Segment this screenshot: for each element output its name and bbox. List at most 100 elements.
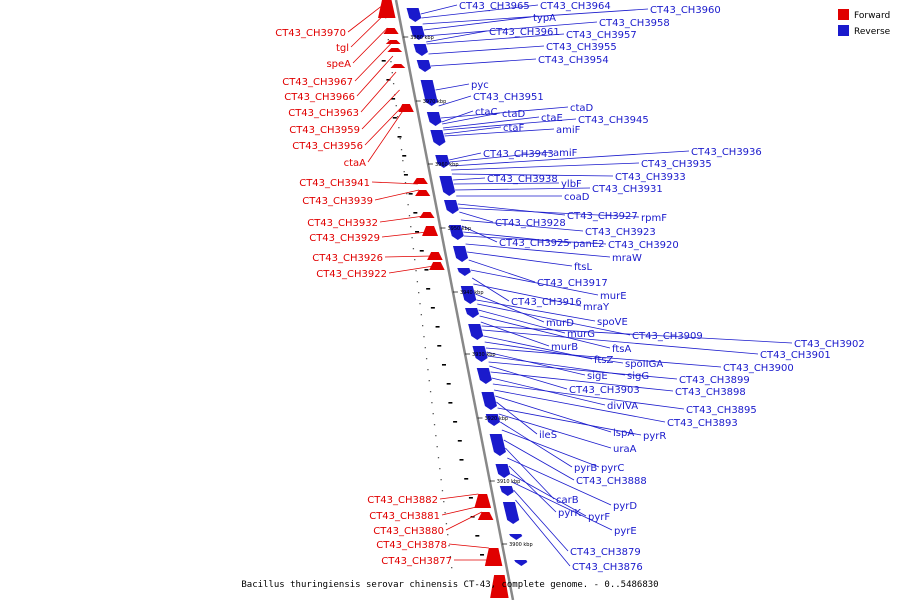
small-gene-mark: [457, 440, 462, 442]
reverse-gene-label: ctaC: [475, 107, 498, 118]
small-gene-mark: [392, 117, 397, 119]
forward-gene-label: CT43_CH3880: [373, 526, 444, 537]
reverse-gene-label: spoIIGA: [625, 359, 663, 370]
axis-tick-label: 3940 kbp: [460, 290, 484, 296]
leader-line: [439, 493, 479, 500]
small-gene-mark: [475, 535, 480, 537]
reverse-gene-label: mraY: [583, 302, 610, 313]
small-gene-mark: [448, 402, 453, 404]
leader-line: [444, 128, 555, 137]
forward-swatch: [838, 9, 849, 20]
leader-line: [360, 71, 397, 113]
axis-tick-label: 3900 kbp: [509, 542, 533, 548]
reverse-gene-block: [502, 502, 520, 524]
reverse-gene-label: pyc: [471, 80, 489, 91]
forward-gene-label: CT43_CH3963: [288, 108, 359, 119]
axis-tick-label: 3970 kbp: [423, 99, 447, 105]
forward-gene-label: CT43_CH3881: [369, 511, 440, 522]
reverse-gene-label: rpmF: [641, 213, 667, 224]
leader-line: [455, 187, 591, 191]
reverse-gene-label: divIVA: [607, 401, 638, 412]
forward-gene-block: [387, 48, 403, 52]
reverse-gene-label: CT43_CH3938: [487, 174, 558, 185]
leader-line: [453, 182, 560, 185]
leader-line: [503, 439, 575, 481]
small-gene-mark: [480, 554, 485, 556]
forward-gene-block: [474, 494, 492, 508]
reverse-gene-label: pyrF: [588, 512, 610, 523]
forward-gene-block: [419, 212, 435, 218]
leader-line: [448, 543, 489, 549]
leader-line: [430, 58, 537, 67]
leader-line: [426, 33, 565, 45]
leader-line: [465, 243, 611, 258]
genome-caption: Bacillus thuringiensis serovar chinensis…: [241, 580, 658, 590]
reverse-gene-label: ftsA: [612, 344, 631, 355]
reverse-gene-label: uraA: [613, 444, 637, 455]
leader-line: [470, 269, 599, 296]
leader-line: [361, 89, 400, 130]
reverse-gene-block: [514, 560, 528, 566]
leader-line: [485, 347, 722, 368]
reverse-gene-label: murG: [567, 329, 595, 340]
leader-line: [513, 489, 569, 552]
reverse-gene-label: lspA: [613, 428, 634, 439]
leader-line: [496, 401, 538, 435]
reverse-gene-label: CT43_CH3945: [578, 115, 649, 126]
leader-line: [463, 235, 607, 245]
leader-line: [475, 293, 545, 323]
axis-tick-label: 3960 kbp: [435, 162, 459, 168]
axis-tick-label: 3950 kbp: [447, 226, 471, 232]
leader-line: [449, 152, 482, 161]
leader-line: [507, 457, 612, 506]
forward-gene-label: CT43_CH3939: [302, 196, 373, 207]
forward-gene-label: CT43_CH3882: [367, 495, 438, 506]
reverse-gene-label: CT43_CH3903: [569, 385, 640, 396]
forward-gene-label: CT43_CH3966: [284, 92, 355, 103]
reverse-gene-block: [406, 8, 422, 22]
leader-line: [488, 361, 678, 380]
leader-line: [451, 162, 640, 171]
legend: Forward Reverse: [838, 9, 891, 37]
leader-line: [428, 45, 545, 55]
legend-forward-label: Forward: [854, 11, 890, 21]
reverse-gene-label: CT43_CH3927: [567, 211, 638, 222]
reverse-gene-label: ctaD: [502, 109, 526, 120]
forward-gene-block: [484, 548, 503, 566]
forward-gene-block: [477, 512, 494, 520]
reverse-gene-label: CT43_CH3961: [489, 27, 560, 38]
forward-gene-block: [429, 262, 445, 270]
frame-tracks: [378, 0, 528, 598]
reverse-gene-label: CT43_CH3879: [570, 547, 641, 558]
forward-gene-label: CT43_CH3959: [289, 125, 360, 136]
leader-line: [367, 109, 404, 163]
reverse-gene-block: [444, 200, 459, 214]
reverse-gene-label: pyrK: [558, 508, 581, 519]
reverse-gene-label: ileS: [539, 430, 557, 441]
forward-gene-label: CT43_CH3922: [316, 269, 387, 280]
reverse-gene-label: CT43_CH3917: [537, 278, 608, 289]
forward-gene-label: CT43_CH3878: [376, 540, 447, 551]
reverse-gene-label: pyrR: [643, 431, 666, 442]
forward-gene-label: CT43_CH3929: [309, 233, 380, 244]
leader-line: [442, 112, 501, 125]
small-gene-mark: [413, 212, 418, 214]
small-gene-mark: [381, 60, 386, 62]
reverse-gene-label: CT43_CH3900: [723, 363, 794, 374]
forward-gene-label: tgl: [336, 43, 349, 54]
leader-line: [435, 83, 470, 91]
leader-line: [453, 177, 486, 181]
leader-line: [445, 511, 483, 531]
forward-gene-label: ctaA: [344, 158, 367, 169]
reverse-gene-label: CT43_CH3901: [760, 350, 831, 361]
leader-line: [441, 505, 481, 516]
reverse-gene-block: [448, 225, 464, 240]
leader-line: [388, 265, 434, 274]
reverse-gene-label: murD: [546, 318, 574, 329]
leader-line: [423, 16, 532, 31]
small-gene-mark: [386, 79, 391, 81]
reverse-gene-block: [426, 112, 442, 126]
reverse-gene-block: [430, 130, 446, 146]
reverse-gene-block: [481, 392, 497, 410]
